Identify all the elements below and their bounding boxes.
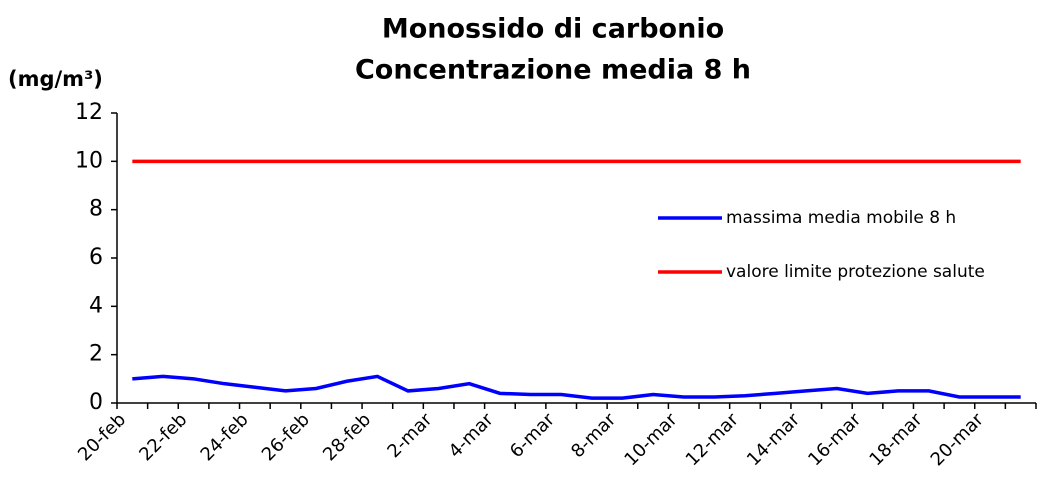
x-tick-label: 20-feb [74,409,130,465]
x-tick-label: 14-mar [743,409,804,470]
x-tick-label: 28-feb [319,409,375,465]
x-tick-label: 20-mar [927,409,988,470]
x-tick-label: 26-feb [258,409,314,465]
y-tick-label: 2 [89,342,103,367]
y-tick-label: 0 [89,390,103,415]
x-tick-label: 2-mar [383,409,436,462]
series-line [132,374,1021,400]
x-tick-label: 24-feb [197,409,253,465]
legend-label: valore limite protezione salute [726,262,985,282]
y-tick-label: 6 [89,245,103,270]
chart-title: Monossido di carbonio [382,14,724,45]
x-tick-label: 18-mar [865,409,926,470]
y-tick-label: 10 [75,148,103,173]
x-tick-label: 16-mar [804,409,865,470]
x-tick-label: 8-mar [567,409,620,462]
y-tick-label: 8 [89,197,103,222]
chart-title: Concentrazione media 8 h [355,55,751,86]
x-tick-label: 22-feb [135,409,191,465]
y-axis-label: (mg/m³) [8,67,103,91]
y-tick-label: 12 [75,100,103,125]
x-tick-label: 4-mar [445,409,498,462]
x-tick-label: 12-mar [682,409,743,470]
x-tick-label: 10-mar [620,409,681,470]
legend-label: massima media mobile 8 h [726,208,956,228]
x-tick-label: 6-mar [506,409,559,462]
y-tick-label: 4 [89,293,103,318]
